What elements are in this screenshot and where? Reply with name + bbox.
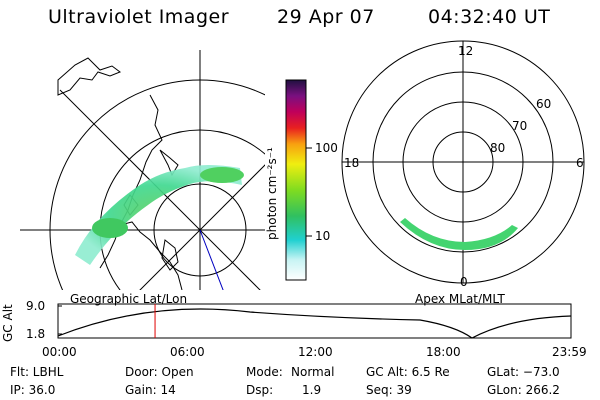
info-gain: Gain: 14 — [125, 383, 176, 397]
info-glat: GLat: −73.0 — [487, 365, 560, 379]
info-glon: GLon: 266.2 — [487, 383, 560, 397]
mlat-label-60: 60 — [536, 97, 552, 111]
info-dsp-value: 1.9 — [302, 383, 322, 397]
colorbar-tick-100: 100 — [315, 141, 338, 155]
gc-alt-xtick-1: 06:00 — [170, 345, 205, 359]
colorbar-tick-10: 10 — [315, 229, 331, 243]
gc-alt-plot-frame — [57, 303, 572, 339]
gc-alt-curve — [57, 308, 572, 339]
geo-meridian-d2 — [139, 164, 265, 290]
instrument-title: Ultraviolet Imager — [48, 6, 230, 28]
info-filter: Flt: LBHL — [10, 365, 64, 379]
coastline-north — [57, 57, 122, 96]
gc-alt-xtick-3: 18:00 — [426, 345, 461, 359]
mlat-label-80: 80 — [490, 141, 506, 155]
coastline-island-2 — [161, 239, 179, 271]
colorbar-unit: photon cm⁻²s⁻¹ — [265, 147, 279, 240]
gc-alt-ytick-low: 1.8 — [26, 327, 46, 341]
apex-aurora — [400, 218, 518, 250]
mlt-label-12: 12 — [458, 44, 474, 58]
coastline-island — [159, 149, 179, 177]
info-mode-value: Normal — [291, 365, 335, 379]
mlt-label-18: 18 — [344, 156, 360, 170]
coastline-south-america — [99, 94, 183, 290]
info-seq: Seq: 39 — [366, 383, 412, 397]
mlt-label-6: 6 — [576, 156, 584, 170]
mlat-label-70: 70 — [512, 119, 528, 133]
gc-alt-xtick-4: 23:59 — [552, 345, 587, 359]
date-label: 29 Apr 07 — [277, 6, 375, 28]
geo-panel-label: Geographic Lat/Lon — [70, 292, 188, 306]
info-ip: IP: 36.0 — [10, 383, 56, 397]
gc-alt-ylabel: GC Alt — [1, 304, 15, 342]
apex-panel-label: Apex MLat/MLT — [415, 292, 505, 306]
time-label: 04:32:40 UT — [428, 6, 551, 28]
geo-aurora — [75, 165, 244, 290]
geo-mlt-line — [199, 229, 224, 290]
info-dsp-label: Dsp: — [246, 383, 274, 397]
info-mode-label: Mode: — [246, 365, 283, 379]
gc-alt-xtick-0: 00:00 — [42, 345, 77, 359]
apex-polar-plot — [341, 40, 585, 284]
info-gc-alt: GC Alt: 6.5 Re — [366, 365, 450, 379]
colorbar — [285, 79, 307, 281]
info-door: Door: Open — [125, 365, 194, 379]
gc-alt-xtick-2: 12:00 — [298, 345, 333, 359]
mlt-label-0: 0 — [460, 275, 468, 289]
gc-alt-ytick-high: 9.0 — [26, 299, 46, 313]
